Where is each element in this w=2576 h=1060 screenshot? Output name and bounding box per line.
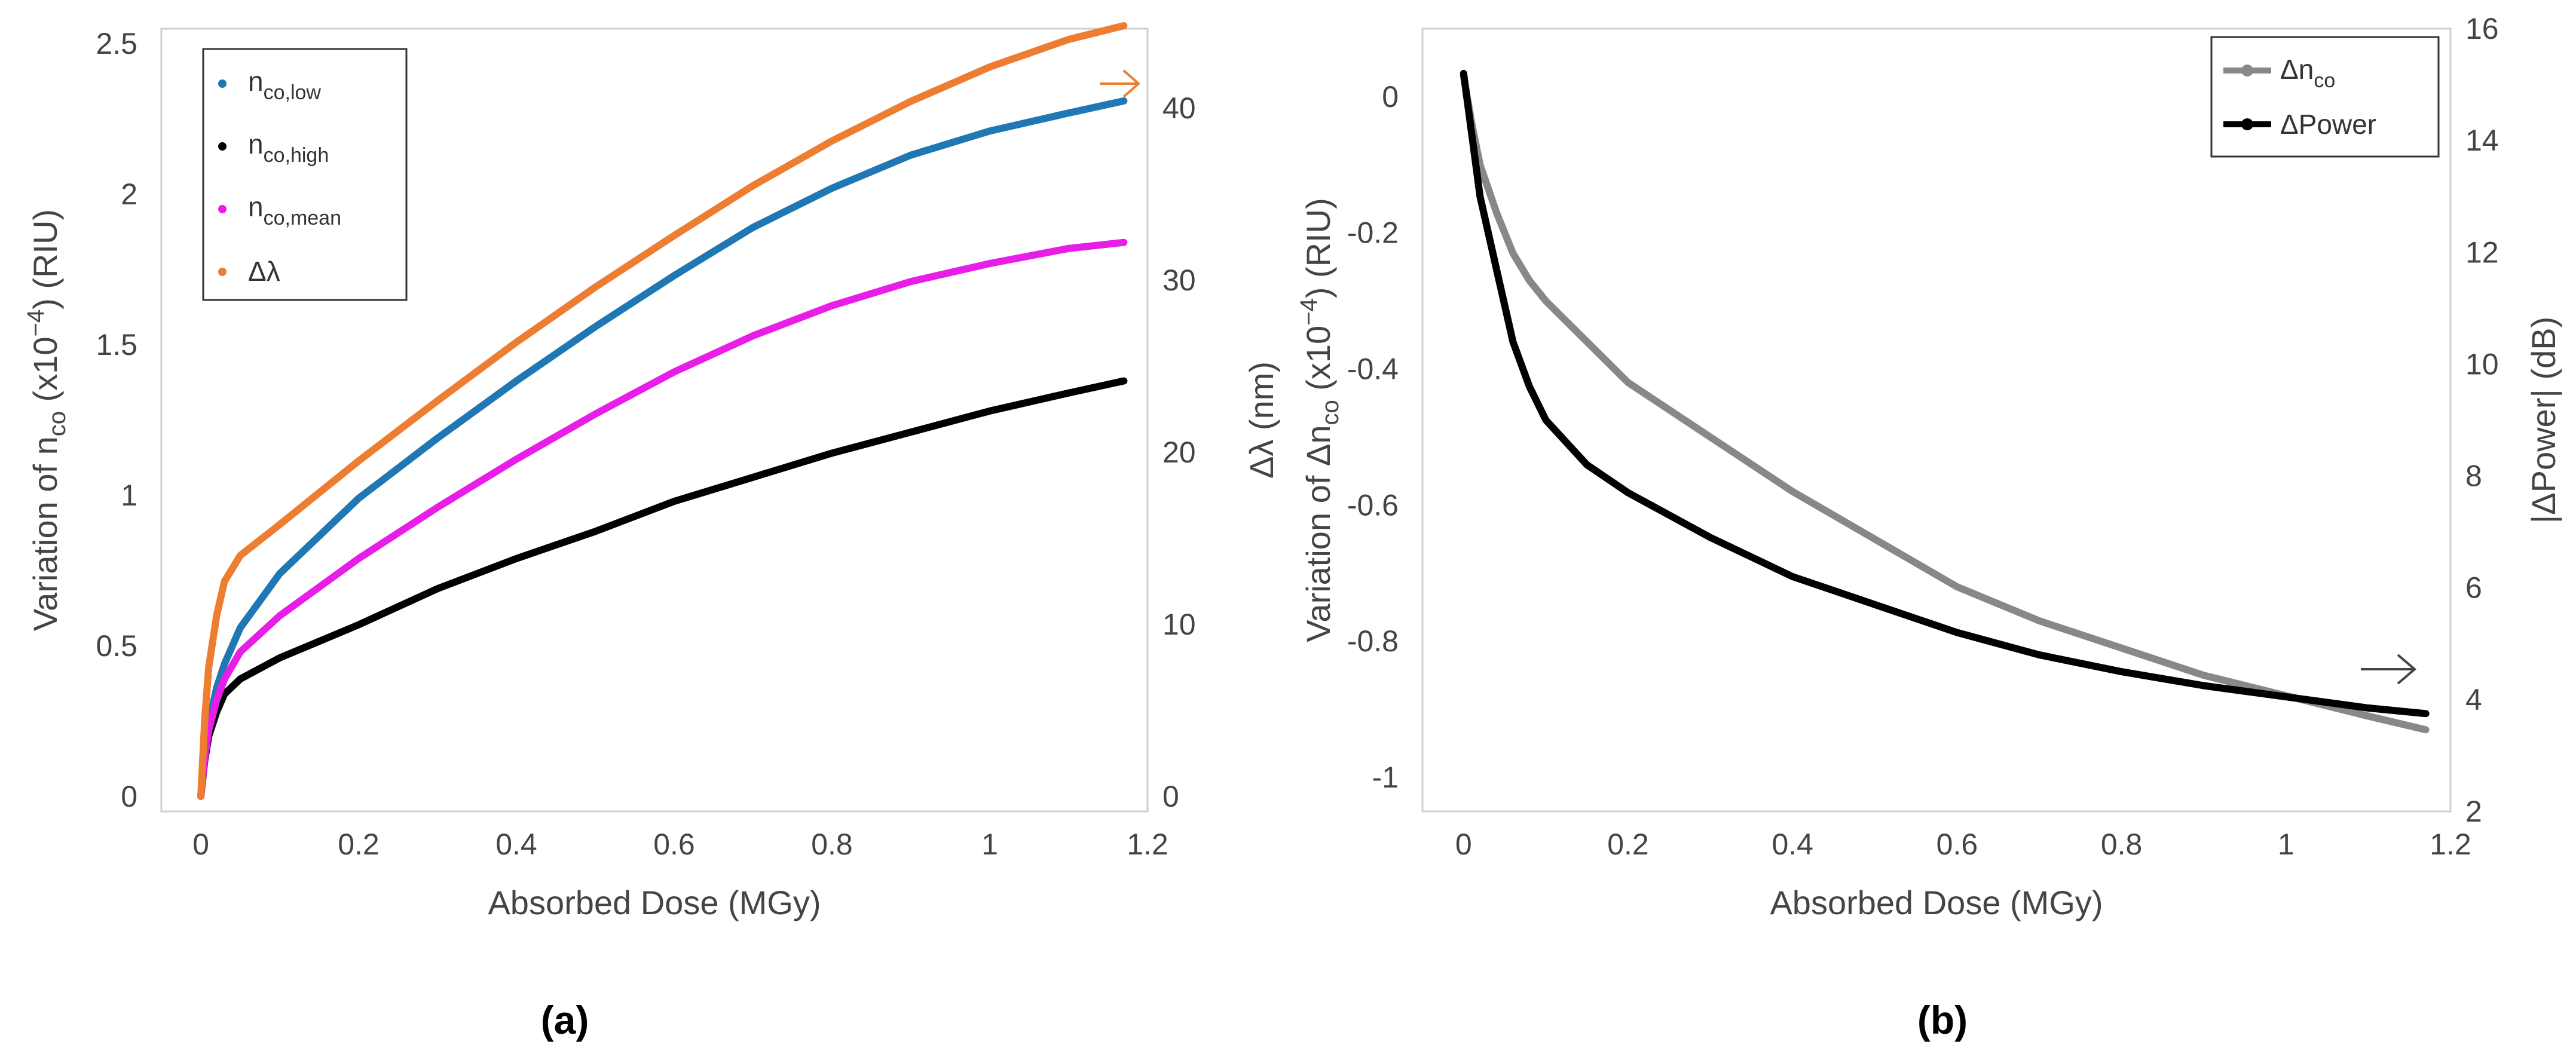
legend-marker-delta-power <box>2241 118 2253 130</box>
svg-text:Δnco: Δnco <box>2280 54 2335 92</box>
y-tick-label: -0.8 <box>1347 624 1399 658</box>
plot-frame-b <box>1421 27 2452 813</box>
x-axis-label-b: Absorbed Dose (MGy) <box>1770 884 2103 921</box>
legend-entry-n-co-low: nco,low <box>218 66 321 104</box>
panel-label-b: (b) <box>1917 998 1968 1042</box>
legend-entry-delta-power: ΔPower <box>2223 109 2376 140</box>
x-tick-label: 1 <box>981 828 998 861</box>
series-line-delta-lambda <box>197 22 1128 800</box>
y-tick-label: 0.5 <box>96 629 137 663</box>
legend-b: Δnco ΔPower <box>2210 36 2440 158</box>
x-tick-label: 0.2 <box>338 828 380 861</box>
panel-label-a: (a) <box>541 998 589 1042</box>
x-tick-label: 0.4 <box>1772 828 1813 861</box>
legend-entry-delta-n-co: Δnco <box>2223 54 2335 92</box>
y2-tick-label: 0 <box>1162 780 1179 813</box>
panel-a: 0 0.2 0.4 0.6 0.8 1 1.2 0 0.5 1 1.5 2 2.5 0 10 20 30 40… <box>23 22 1280 1042</box>
series-line-delta-n-co <box>1460 72 2430 734</box>
legend-box-b <box>2210 36 2440 158</box>
legend-a: nco,low nco,high nco,mean Δλ <box>202 48 408 301</box>
y2-tick-label: 6 <box>2465 571 2482 605</box>
svg-text:nco,high: nco,high <box>248 128 329 167</box>
y-tick-label: -0.6 <box>1347 488 1399 522</box>
y2-axis-label-a: Δλ (nm) <box>1243 361 1280 479</box>
y-tick-label: 2 <box>121 177 137 211</box>
svg-text:Δλ: Δλ <box>248 256 280 287</box>
x-tick-label: 0.8 <box>811 828 853 861</box>
y-tick-label: 1.5 <box>96 328 137 361</box>
x-tick-label: 0.6 <box>1936 828 1978 861</box>
x-tick-label: 0.6 <box>653 828 695 861</box>
series-line-n-co-high <box>197 377 1128 800</box>
legend-marker-n-co-high <box>218 142 227 151</box>
y2-tick-label: 40 <box>1162 91 1196 125</box>
y-tick-label: 0 <box>121 780 137 813</box>
series-line-delta-power <box>1460 69 2430 718</box>
x-tick-label: 0.4 <box>495 828 537 861</box>
legend-marker-n-co-mean <box>218 205 227 213</box>
y2-axis-label-b: |ΔPower| (dB) <box>2525 317 2562 524</box>
legend-box-a <box>202 48 408 301</box>
y2-tick-label: 4 <box>2465 683 2482 716</box>
legend-entry-n-co-mean: nco,mean <box>218 191 341 229</box>
y2-tick-label: 16 <box>2465 12 2499 45</box>
x-tick-label: 0 <box>192 828 209 861</box>
y-tick-label: 1 <box>121 479 137 512</box>
x-tick-label: 0 <box>1455 828 1472 861</box>
y-tick-label: -0.4 <box>1347 353 1399 386</box>
y-tick-label: 2.5 <box>96 27 137 60</box>
legend-entry-n-co-high: nco,high <box>218 128 329 167</box>
y2-tick-label: 10 <box>2465 347 2499 381</box>
y2-tick-label: 20 <box>1162 436 1196 469</box>
y2-tick-label: 12 <box>2465 235 2499 269</box>
y2-tick-label: 30 <box>1162 264 1196 297</box>
svg-text:nco,low: nco,low <box>248 66 321 104</box>
y-tick-label: -0.2 <box>1347 216 1399 250</box>
x-tick-label: 0.2 <box>1607 828 1649 861</box>
x-tick-label: 1.2 <box>1127 828 1168 861</box>
legend-entry-delta-lambda: Δλ <box>218 256 280 287</box>
y-axis-label-a: Variation of nco (x10−4) (RIU) <box>23 209 71 631</box>
x-tick-label: 0.8 <box>2101 828 2143 861</box>
y-axis-label-b: Variation of Δnco (x10−4) (RIU) <box>1296 198 1344 642</box>
panel-b: 0 0.2 0.4 0.6 0.8 1 1.2 0 -0.2 -0.4 -0.6 -0.8 -1 2 4… <box>1296 12 2562 1042</box>
svg-text:nco,mean: nco,mean <box>248 191 341 229</box>
y2-tick-label: 10 <box>1162 608 1196 641</box>
series-line-n-co-mean <box>197 238 1128 800</box>
x-tick-label: 1 <box>2278 828 2294 861</box>
y-tick-label: 0 <box>1382 80 1399 114</box>
y2-tick-label: 14 <box>2465 124 2499 157</box>
legend-marker-delta-n-co <box>2241 65 2253 76</box>
legend-marker-delta-lambda <box>218 268 227 276</box>
legend-marker-n-co-low <box>218 79 227 88</box>
right-axis-arrow-b <box>2361 654 2417 685</box>
plot-frame-a <box>160 27 1149 813</box>
svg-text:ΔPower: ΔPower <box>2280 109 2376 140</box>
y2-tick-label: 2 <box>2465 795 2482 828</box>
right-axis-arrow-a <box>1100 69 1141 98</box>
y-tick-label: -1 <box>1372 761 1399 794</box>
y2-tick-label: 8 <box>2465 459 2482 493</box>
x-axis-label-a: Absorbed Dose (MGy) <box>488 884 821 921</box>
x-tick-label: 1.2 <box>2430 828 2471 861</box>
